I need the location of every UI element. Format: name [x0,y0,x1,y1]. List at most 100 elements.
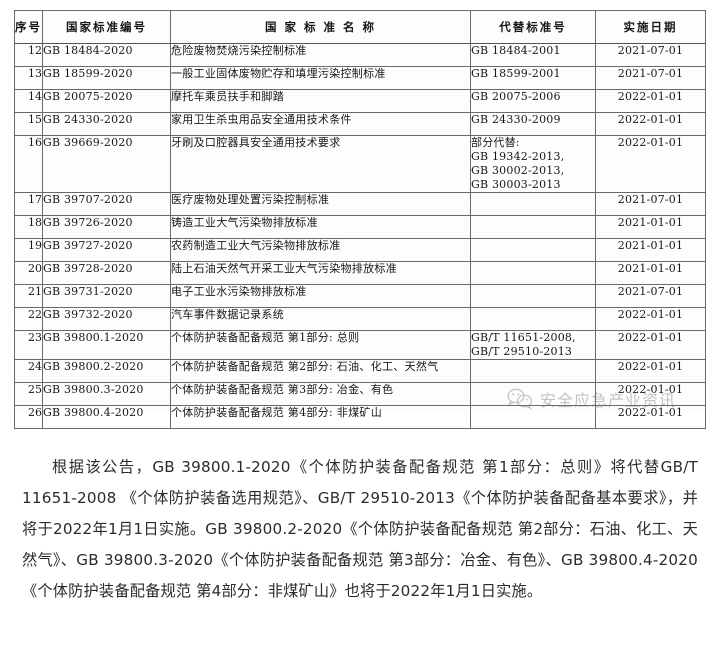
cell-effective-date: 2022-01-01 [595,359,706,383]
cell-standard-number: GB 39800.3-2020 [42,382,171,406]
cell-sequence: 26 [14,405,43,429]
cell-effective-date: 2021-01-01 [595,215,706,239]
cell-sequence: 17 [14,192,43,216]
cell-sequence: 13 [14,66,43,90]
column-header-seq-label: 序号 [15,20,42,34]
cell-effective-date: 2022-01-01 [595,89,706,113]
cell-sequence: 21 [14,284,43,308]
cell-sequence: 16 [14,135,43,193]
table-body: 12 GB 18484-2020 危险废物焚烧污染控制标准 GB 18484-2001… [14,43,706,429]
replaced-standard-line: GB/T 11651-2008, [471,331,576,344]
table-row: 25 GB 39800.3-2020 个体防护装备配备规范 第3部分: 冶金、有色 2… [14,382,706,406]
cell-standard-number: GB 39800.4-2020 [42,405,171,429]
table-row: 22 GB 39732-2020 汽车事件数据记录系统 2022-01-01 [14,307,706,331]
cell-replaced-standard [470,261,596,285]
cell-sequence: 23 [14,330,43,360]
cell-sequence: 24 [14,359,43,383]
replaced-standard-line: GB 18484-2001 [471,44,561,57]
cell-standard-number: GB 39669-2020 [42,135,171,193]
cell-replaced-standard [470,215,596,239]
cell-sequence: 20 [14,261,43,285]
column-header-standard-number: 国家标准编号 [42,10,171,44]
table-row: 21 GB 39731-2020 电子工业水污染物排放标准 2021-07-01 [14,284,706,308]
cell-standard-name: 家用卫生杀虫用品安全通用技术条件 [170,112,471,136]
cell-standard-number: GB 39726-2020 [42,215,171,239]
table-row: 12 GB 18484-2020 危险废物焚烧污染控制标准 GB 18484-2001… [14,43,706,67]
cell-effective-date: 2021-07-01 [595,192,706,216]
column-header-standard-name: 国 家 标 准 名 称 [170,10,471,44]
cell-replaced-standard [470,359,596,383]
replaced-standard-line: GB 20075-2006 [471,90,561,103]
replaced-standard-line: GB 24330-2009 [471,113,561,126]
cell-effective-date: 2022-01-01 [595,135,706,193]
replaced-standard-line: GB/T 29510-2013 [471,345,573,358]
column-header-standard-name-label: 国 家 标 准 名 称 [264,20,377,34]
table-row: 19 GB 39727-2020 农药制造工业大气污染物排放标准 2021-01-01 [14,238,706,262]
cell-standard-number: GB 39728-2020 [42,261,171,285]
cell-standard-name: 汽车事件数据记录系统 [170,307,471,331]
cell-standard-name: 个体防护装备配备规范 第2部分: 石油、化工、天然气 [170,359,471,383]
replaced-standard-line: 部分代替: [471,136,520,149]
cell-standard-name: 摩托车乘员扶手和脚踏 [170,89,471,113]
cell-sequence: 25 [14,382,43,406]
cell-replaced-standard [470,307,596,331]
replaced-standard-line: GB 18599-2001 [471,67,561,80]
cell-standard-name: 个体防护装备配备规范 第1部分: 总则 [170,330,471,360]
cell-sequence: 18 [14,215,43,239]
table-row: 16 GB 39669-2020 牙刷及口腔器具安全通用技术要求 部分代替: GB 19… [14,135,706,193]
standards-table: 序号 国家标准编号 国 家 标 准 名 称 代替标准号 实施日期 12 GB 18… [14,10,706,429]
cell-standard-name: 个体防护装备配备规范 第3部分: 冶金、有色 [170,382,471,406]
cell-standard-name: 危险废物焚烧污染控制标准 [170,43,471,67]
cell-sequence: 15 [14,112,43,136]
cell-standard-name: 陆上石油天然气开采工业大气污染物排放标准 [170,261,471,285]
cell-replaced-standard: GB 20075-2006 [470,89,596,113]
cell-standard-name: 个体防护装备配备规范 第4部分: 非煤矿山 [170,405,471,429]
cell-replaced-standard: GB 18484-2001 [470,43,596,67]
cell-effective-date: 2021-07-01 [595,66,706,90]
cell-effective-date: 2022-01-01 [595,405,706,429]
table-row: 14 GB 20075-2020 摩托车乘员扶手和脚踏 GB 20075-2006 20… [14,89,706,113]
cell-replaced-standard: 部分代替: GB 19342-2013, GB 30002-2013, GB 3000… [470,135,596,193]
standards-table-region: 序号 国家标准编号 国 家 标 准 名 称 代替标准号 实施日期 12 GB 18… [14,10,706,429]
cell-standard-number: GB 24330-2020 [42,112,171,136]
cell-standard-number: GB 18599-2020 [42,66,171,90]
cell-sequence: 14 [14,89,43,113]
cell-standard-number: GB 18484-2020 [42,43,171,67]
cell-standard-name: 牙刷及口腔器具安全通用技术要求 [170,135,471,193]
cell-sequence: 12 [14,43,43,67]
cell-replaced-standard [470,405,596,429]
table-row: 17 GB 39707-2020 医疗废物处理处置污染控制标准 2021-07-01 [14,192,706,216]
cell-effective-date: 2021-01-01 [595,261,706,285]
cell-effective-date: 2022-01-01 [595,112,706,136]
table-header: 序号 国家标准编号 国 家 标 准 名 称 代替标准号 实施日期 [14,10,706,44]
cell-standard-name: 农药制造工业大气污染物排放标准 [170,238,471,262]
table-header-row: 序号 国家标准编号 国 家 标 准 名 称 代替标准号 实施日期 [14,10,706,44]
cell-standard-name: 一般工业固体废物贮存和填埋污染控制标准 [170,66,471,90]
cell-standard-number: GB 39727-2020 [42,238,171,262]
column-header-seq: 序号 [14,10,43,44]
table-row: 15 GB 24330-2020 家用卫生杀虫用品安全通用技术条件 GB 24330-… [14,112,706,136]
cell-standard-number: GB 39800.1-2020 [42,330,171,360]
column-header-replaced-standard: 代替标准号 [470,10,596,44]
table-row: 18 GB 39726-2020 铸造工业大气污染物排放标准 2021-01-01 [14,215,706,239]
replaced-standard-line: GB 30002-2013, [471,164,565,177]
column-header-effective-date: 实施日期 [595,10,706,44]
cell-effective-date: 2022-01-01 [595,307,706,331]
cell-effective-date: 2021-07-01 [595,43,706,67]
cell-standard-name: 电子工业水污染物排放标准 [170,284,471,308]
cell-standard-number: GB 39707-2020 [42,192,171,216]
cell-effective-date: 2022-01-01 [595,330,706,360]
cell-standard-name: 医疗废物处理处置污染控制标准 [170,192,471,216]
replaced-standard-line: GB 30003-2013 [471,178,561,191]
table-row: 23 GB 39800.1-2020 个体防护装备配备规范 第1部分: 总则 GB/T… [14,330,706,360]
column-header-standard-number-label: 国家标准编号 [66,20,147,34]
column-header-effective-date-label: 实施日期 [623,20,678,34]
cell-sequence: 19 [14,238,43,262]
cell-replaced-standard: GB 18599-2001 [470,66,596,90]
cell-effective-date: 2021-01-01 [595,238,706,262]
cell-sequence: 22 [14,307,43,331]
cell-replaced-standard [470,284,596,308]
column-header-replaced-standard-label: 代替标准号 [499,20,567,34]
cell-replaced-standard [470,382,596,406]
cell-standard-number: GB 39731-2020 [42,284,171,308]
